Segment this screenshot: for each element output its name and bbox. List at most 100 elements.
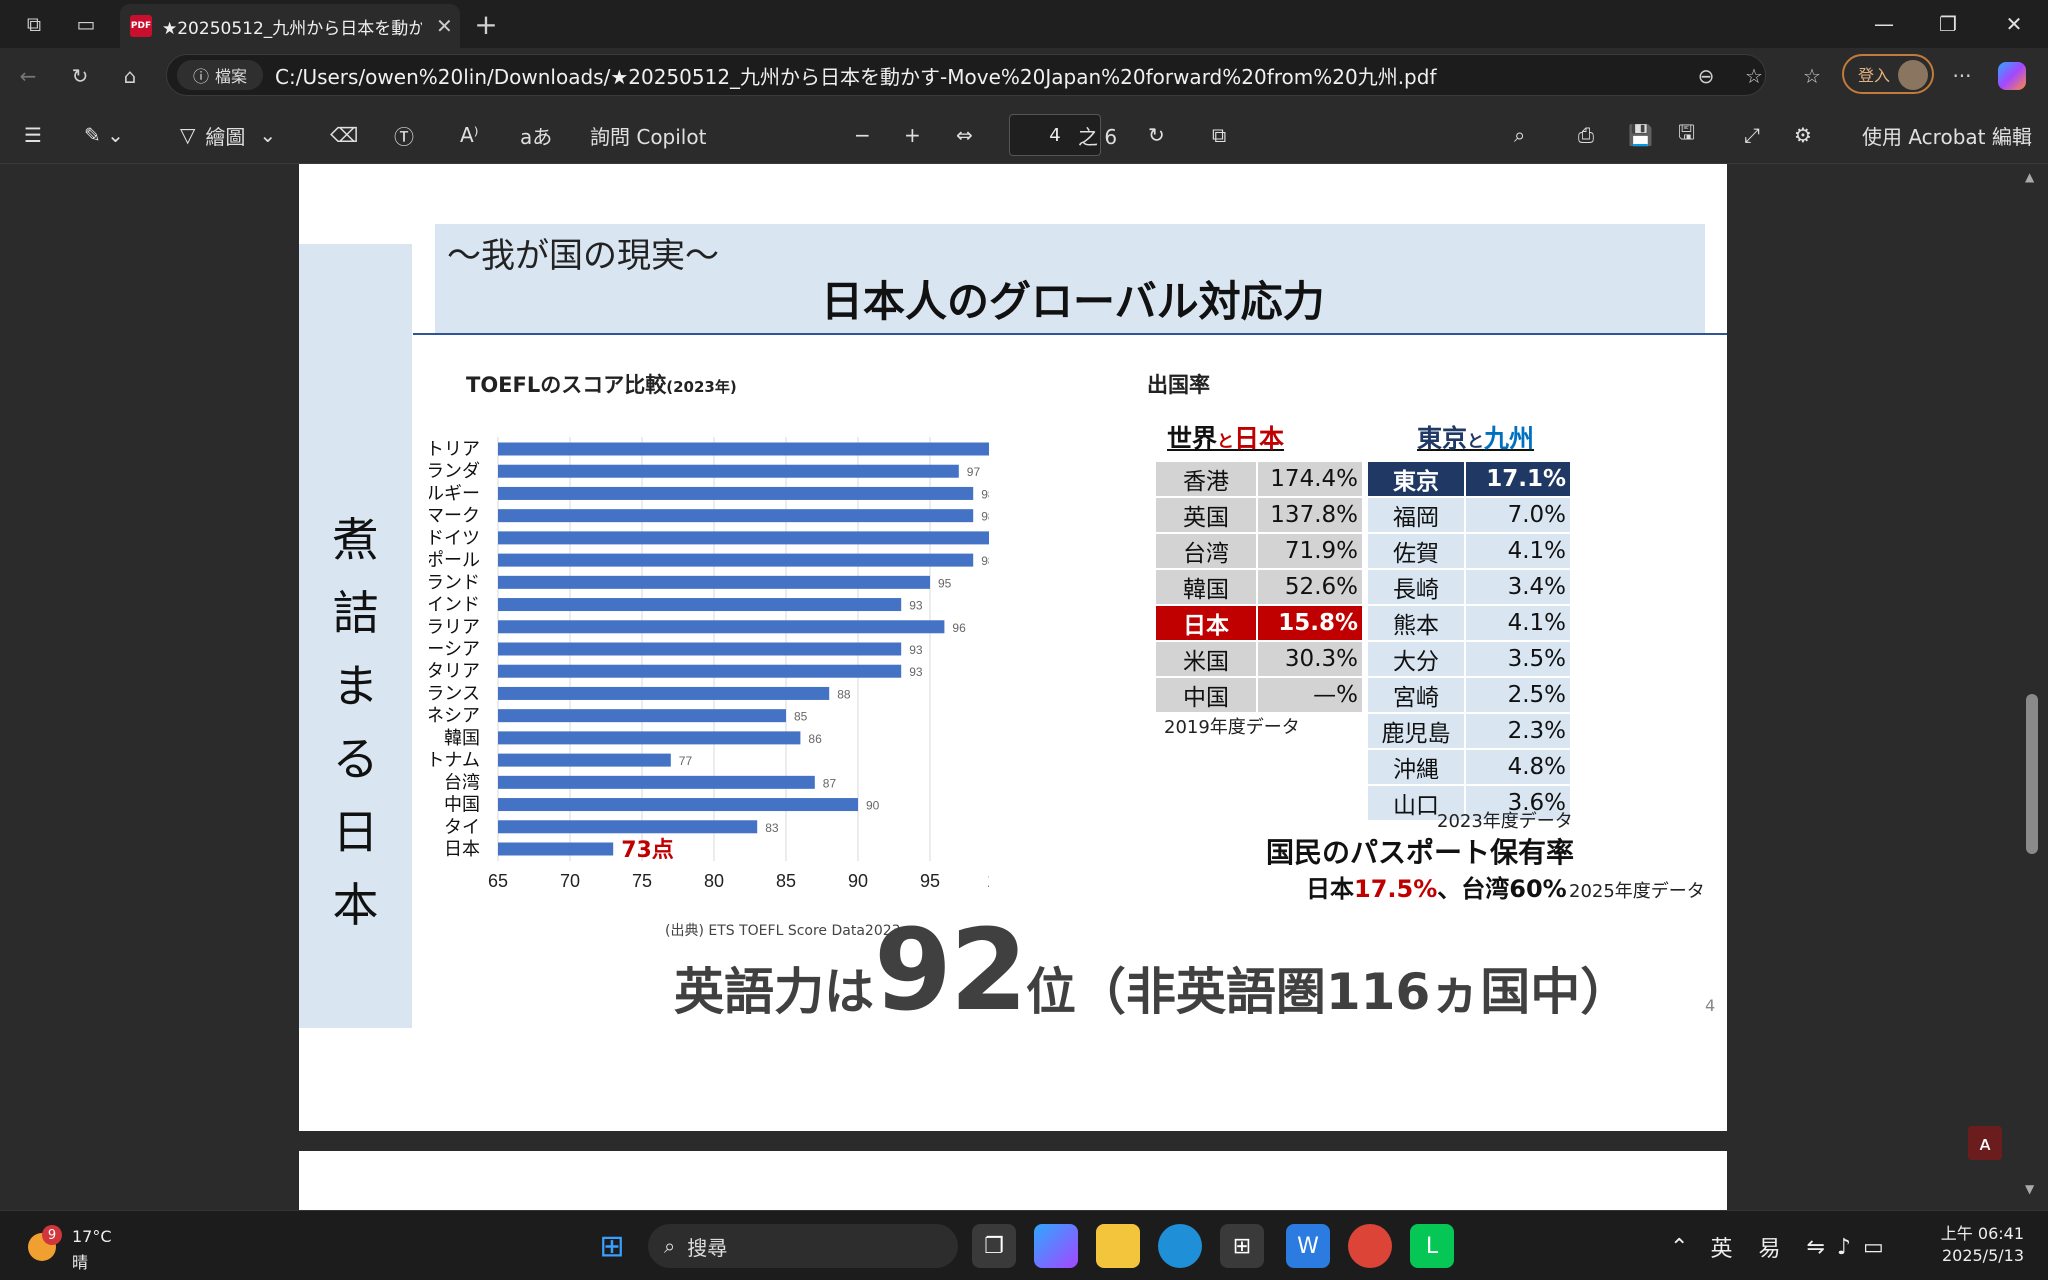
note-2023: 2023年度データ [1437,811,1573,832]
country-name: 英国 [1156,498,1258,534]
store-icon[interactable]: ⊞ [1220,1224,1264,1268]
temperature: 17°C [72,1227,112,1246]
copilot-app-icon[interactable] [1034,1224,1078,1268]
japan-header-b: 九州 [1484,424,1535,453]
departure-title: 出国率 [1147,373,1210,397]
highlight-icon[interactable]: ✎ ⌄ [84,123,124,147]
scroll-up-icon[interactable]: ▲ [2025,170,2035,184]
task-view-icon[interactable]: ❐ [972,1224,1016,1268]
chrome-icon[interactable] [1348,1224,1392,1268]
table-row: 東京 17.1% [1368,462,1572,498]
page-view-icon[interactable]: ⧉ [1212,123,1227,147]
country-name: 鹿児島 [1368,714,1466,750]
rank-suffix: 位（非英語圏116ヵ国中） [1025,963,1631,1021]
ime-mode[interactable]: 易 [1758,1237,1781,1262]
close-window-icon[interactable]: ✕ [2005,12,2023,36]
translate-icon[interactable]: aあ [520,124,553,149]
favorite-star-icon[interactable]: ☆ [1745,64,1763,88]
address-row: ← ↻ ⌂ ⓘ 檔案 C:/Users/owen%20lin/Downloads/… [0,48,2048,106]
side-vertical-text: 煮詰まる日本 [299,504,412,942]
japan-score-label: 73点 [621,837,674,863]
settings-gear-icon[interactable]: ⚙ [1794,123,1812,147]
tray-chevron-icon[interactable]: ⌃ [1670,1234,1689,1260]
data-label: 98 [981,510,989,524]
ime-language[interactable]: 英 [1710,1237,1733,1262]
volume-icon[interactable]: ♪ [1836,1234,1851,1260]
search-icon[interactable]: ⌕ [1514,123,1526,147]
taskbar-search[interactable]: ⌕ 搜尋 [648,1224,958,1268]
new-tab-button[interactable]: + [474,7,498,41]
favorites-icon[interactable]: ☆ [1803,64,1821,88]
print-icon[interactable]: ⎙ [1578,123,1594,147]
scrollbar-thumb[interactable] [2026,694,2038,854]
save-icon[interactable]: 💾 [1628,123,1653,147]
page-total: 之 6 [1078,124,1118,149]
departure-rate: 7.0% [1466,498,1572,534]
chart-title: TOEFLのスコア比較(2023年) [466,369,737,399]
info-icon: ⓘ [192,67,209,86]
chart-source: (出典) ETS TOEFL Score Data2023 [665,923,901,939]
category-label: ベルギー [429,483,480,504]
toefl-bar-chart: 65707580859095100オーストリア100オランダ97ベルギー98デン… [429,437,989,891]
category-label: オランダ [429,461,480,482]
fit-width-icon[interactable]: ⇔ [956,123,973,147]
browser-tab[interactable]: PDF ★20250512_九州から日本を動か ✕ [120,4,460,48]
start-icon[interactable]: ⊞ [599,1228,625,1264]
acrobat-edit-button[interactable]: 使用 Acrobat 編輯 [1862,124,2032,149]
table-row: 長崎 3.4% [1368,570,1572,606]
header-band [435,224,1705,334]
slide-subtitle: ～我が国の現実～ [447,236,719,276]
site-info-button[interactable]: ⓘ 檔案 [177,60,263,90]
settings-more-icon[interactable]: ··· [1952,64,1972,88]
login-button[interactable]: 登入 [1842,54,1934,94]
text-icon[interactable]: Ⓣ [394,124,414,149]
bar [498,731,801,745]
close-tab-icon[interactable]: ✕ [436,14,453,38]
acrobat-icon[interactable]: ᴀ [1968,1126,2002,1160]
ask-copilot-button[interactable]: 詢問 Copilot [590,124,707,149]
country-name: 日本 [1156,606,1258,642]
zoom-out-button[interactable]: − [854,123,871,147]
address-bar[interactable]: ⓘ 檔案 C:/Users/owen%20lin/Downloads/★20250… [166,54,1766,96]
pdf-page: 煮詰まる日本 ～我が国の現実～ 日本人のグローバル対応力 TOEFLのスコア比較… [299,164,1727,1131]
vertical-scrollbar[interactable]: ▲ ▼ [2022,164,2042,1210]
network-icon[interactable]: ⇋ [1806,1234,1825,1260]
departure-rate: 71.9% [1258,534,1364,570]
file-explorer-icon[interactable] [1096,1224,1140,1268]
rank-number: 92 [874,906,1028,1036]
weather-widget[interactable]: 9 17°C 晴 [28,1223,148,1272]
zoom-in-button[interactable]: + [904,123,921,147]
zoom-icon[interactable]: ⊖ [1697,64,1715,88]
world-header-a: 世界 [1167,424,1218,453]
workspaces-icon[interactable]: ⧉ [26,12,42,36]
read-aloud-icon[interactable]: A⁾ [460,123,479,147]
refresh-icon[interactable]: ↻ [71,64,89,88]
data-label: 85 [794,710,808,724]
site-info-label: 檔案 [215,67,248,86]
rotate-icon[interactable]: ↻ [1148,123,1165,147]
departure-rate: 3.4% [1466,570,1572,606]
back-icon[interactable]: ← [19,64,37,88]
whiteboard-icon[interactable]: W [1286,1224,1330,1268]
x-tick-label: 80 [704,871,724,891]
category-label: ニュージーランド [429,572,480,593]
departure-rate: 3.6% [1466,786,1572,822]
contents-icon[interactable]: ☰ [24,123,42,147]
eraser-icon[interactable]: ⌫ [330,123,359,147]
fullscreen-icon[interactable]: ⤢ [1744,123,1760,147]
line-icon[interactable]: L [1410,1224,1454,1268]
tab-actions-icon[interactable]: ▭ [76,12,96,36]
home-icon[interactable]: ⌂ [123,64,137,88]
battery-icon[interactable]: ▭ [1862,1234,1884,1260]
scroll-down-icon[interactable]: ▼ [2025,1182,2035,1196]
edge-icon[interactable] [1158,1224,1202,1268]
page-number-input[interactable]: 4 [1009,114,1101,156]
save-as-icon[interactable]: 🖫 [1678,120,1696,144]
minimize-icon[interactable]: — [1874,12,1894,36]
copilot-icon[interactable] [1998,62,2026,90]
pdf-viewer[interactable]: 煮詰まる日本 ～我が国の現実～ 日本人のグローバル対応力 TOEFLのスコア比較… [0,164,2048,1210]
draw-button[interactable]: ▽ 繪圖 ⌄ [180,120,276,150]
restore-icon[interactable]: ❐ [1939,12,1957,36]
data-label: 93 [909,599,923,613]
clock[interactable]: 上午 06:41 2025/5/13 [1940,1223,2024,1267]
